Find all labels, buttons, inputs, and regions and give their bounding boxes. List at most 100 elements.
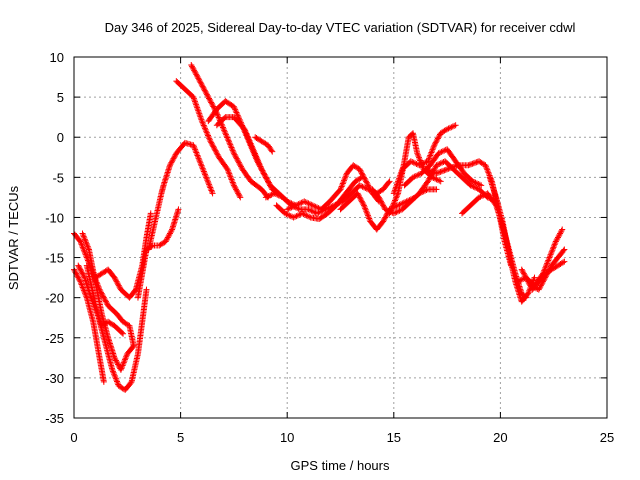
data-point <box>286 212 293 219</box>
data-point <box>531 274 538 281</box>
data-point <box>111 274 118 281</box>
data-point <box>380 202 387 209</box>
data-point <box>382 214 389 221</box>
data-point <box>205 133 212 140</box>
data-point <box>258 166 265 173</box>
data-point <box>232 152 239 159</box>
x-tick-labels: 0 5 10 15 20 25 <box>70 430 614 445</box>
data-point <box>414 151 421 158</box>
data-point <box>363 209 370 216</box>
data-point <box>120 330 127 337</box>
data-point <box>201 87 208 94</box>
data-point <box>197 79 204 86</box>
data-point <box>436 160 443 167</box>
data-point <box>283 211 290 218</box>
data-point <box>253 153 260 160</box>
data-point <box>425 177 432 184</box>
data-point <box>473 185 480 192</box>
data-point <box>262 194 269 201</box>
data-point <box>426 155 433 162</box>
data-point <box>515 277 522 284</box>
data-point <box>243 130 250 137</box>
data-point <box>80 285 87 292</box>
data-point <box>102 298 109 305</box>
data-point <box>485 169 492 176</box>
data-point <box>232 185 239 192</box>
data-point <box>120 361 127 368</box>
data-point <box>380 218 387 225</box>
data-point <box>234 110 241 117</box>
data-point <box>558 227 565 234</box>
data-point <box>394 191 401 198</box>
data-point <box>298 199 305 206</box>
data-point <box>414 150 421 157</box>
data-point <box>522 273 529 280</box>
data-point <box>412 172 419 179</box>
data-point <box>480 192 487 199</box>
series-arc-28 <box>529 258 568 293</box>
data-point <box>255 159 262 166</box>
data-point <box>259 167 266 174</box>
data-point <box>522 274 529 281</box>
data-point <box>304 199 311 206</box>
data-point <box>199 83 206 90</box>
data-point <box>311 209 318 216</box>
data-point <box>78 269 85 276</box>
data-point <box>553 237 560 244</box>
data-point <box>520 269 527 276</box>
data-point <box>341 176 348 183</box>
data-point <box>114 378 121 385</box>
data-point <box>213 150 220 157</box>
data-point <box>434 169 441 176</box>
data-point <box>294 212 301 219</box>
data-point <box>465 162 472 169</box>
data-point <box>415 154 422 161</box>
data-point <box>366 215 373 222</box>
y-axis-title: SDTVAR / TECUs <box>6 185 21 290</box>
y-tick-label: 5 <box>57 90 64 105</box>
data-point <box>202 88 209 95</box>
data-point <box>190 143 197 150</box>
data-point <box>361 203 368 210</box>
data-point <box>242 127 249 134</box>
data-point <box>204 131 211 138</box>
data-point <box>100 294 107 301</box>
data-point <box>209 102 216 109</box>
data-point <box>127 380 134 387</box>
data-point <box>547 251 554 258</box>
data-point <box>208 187 215 194</box>
data-point <box>386 210 393 217</box>
data-point <box>377 197 384 204</box>
data-point <box>427 152 434 159</box>
data-point <box>436 132 443 139</box>
data-point <box>112 277 119 284</box>
data-point <box>453 162 460 169</box>
data-point <box>233 155 240 162</box>
y-tick-label: -25 <box>45 331 64 346</box>
data-point <box>543 261 550 268</box>
data-point <box>400 199 407 206</box>
data-point <box>277 193 284 200</box>
data-point <box>296 200 303 207</box>
data-point <box>242 129 249 136</box>
data-point <box>245 134 252 141</box>
data-point <box>358 183 365 190</box>
data-point <box>452 163 459 170</box>
data-point <box>426 167 433 174</box>
data-point <box>452 122 459 129</box>
data-point <box>556 231 563 238</box>
data-point <box>314 204 321 211</box>
data-point <box>409 174 416 181</box>
data-point <box>76 237 83 244</box>
data-point <box>435 150 442 157</box>
data-point <box>557 229 564 236</box>
data-point <box>167 229 174 236</box>
data-point <box>303 212 310 219</box>
data-point <box>389 203 396 210</box>
data-point <box>188 62 195 69</box>
data-point <box>309 208 316 215</box>
data-point <box>519 267 526 274</box>
series-arc-15 <box>273 174 365 223</box>
data-point <box>360 172 367 179</box>
data-point <box>227 141 234 148</box>
